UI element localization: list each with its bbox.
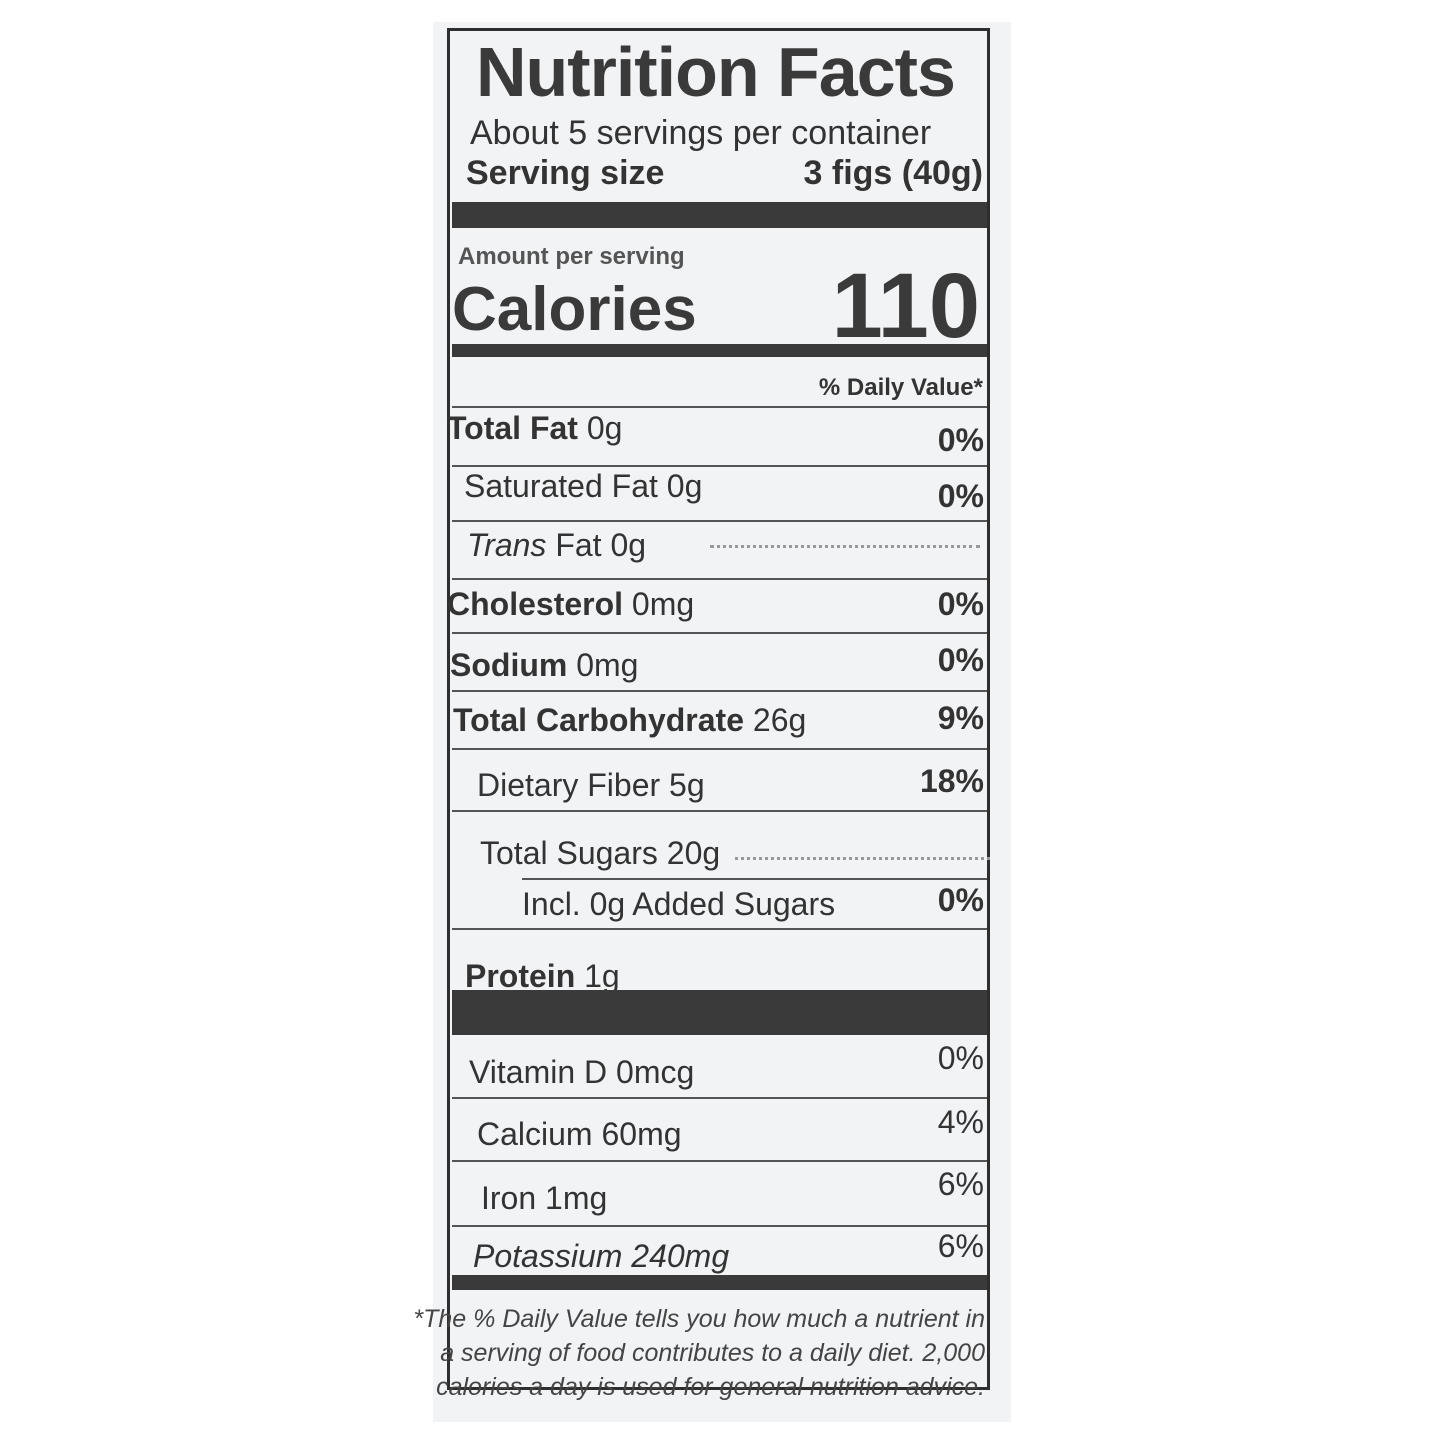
nutrient-row-saturated-fat: Saturated Fat 0g 0% xyxy=(447,466,984,514)
daily-value-header: % Daily Value* xyxy=(818,374,983,401)
vitamin-label: Iron 1mg xyxy=(481,1180,608,1216)
footnote-line: *The % Daily Value tells you how much a … xyxy=(413,1305,985,1333)
footnote: *The % Daily Value tells you how much a … xyxy=(413,1302,985,1404)
divider xyxy=(452,748,987,750)
nutrient-dv: 0% xyxy=(937,586,984,622)
calories-label: Calories xyxy=(452,275,697,344)
nutrient-row-added-sugars: Incl. 0g Added Sugars 0% xyxy=(447,882,984,924)
nutrient-label: Total Fat xyxy=(447,410,578,446)
divider xyxy=(452,465,987,467)
nutrient-amount: 0g xyxy=(586,410,623,446)
footnote-line: calories a day is used for general nutri… xyxy=(436,1373,985,1401)
nutrient-label: Sodium xyxy=(450,647,568,683)
vitamin-row-potassium: Potassium 240mg 6% xyxy=(447,1228,984,1276)
nutrient-row-sodium: Sodium 0mg 0% xyxy=(447,642,984,685)
divider xyxy=(452,690,987,692)
nutrient-row-trans-fat: Trans Fat 0g xyxy=(447,525,984,565)
nutrient-dv: 9% xyxy=(937,700,984,736)
divider xyxy=(452,1097,987,1099)
vitamin-row-iron: Iron 1mg 6% xyxy=(447,1166,984,1218)
nutrient-label: Total Sugars xyxy=(480,835,658,871)
nutrient-label: Incl. 0g Added Sugars xyxy=(522,886,836,922)
vitamin-dv: 4% xyxy=(937,1104,984,1140)
nutrient-label-rest: Fat xyxy=(555,527,602,563)
nutrient-amount: 0g xyxy=(610,527,647,563)
divider xyxy=(452,406,987,408)
nutrient-row-total-carbohydrate: Total Carbohydrate 26g 9% xyxy=(447,700,984,740)
label-background xyxy=(433,22,1011,1422)
divider xyxy=(522,878,987,880)
nutrient-label: Protein xyxy=(465,958,576,994)
divider xyxy=(452,1225,987,1227)
nutrient-row-cholesterol: Cholesterol 0mg 0% xyxy=(447,584,984,624)
medium-divider xyxy=(452,344,987,357)
nutrient-amount: 20g xyxy=(666,835,721,871)
nutrient-amount: 0mg xyxy=(576,647,639,683)
nutrient-label: Total Carbohydrate xyxy=(453,702,744,738)
nutrient-dv: 18% xyxy=(919,763,984,799)
divider xyxy=(452,632,987,634)
thick-divider xyxy=(452,202,987,228)
nutrient-row-total-fat: Total Fat 0g 0% xyxy=(447,408,984,458)
nutrient-dv: 0% xyxy=(937,642,984,678)
nutrient-row-dietary-fiber: Dietary Fiber 5g 18% xyxy=(447,763,984,805)
vitamin-dv: 6% xyxy=(937,1228,984,1264)
nutrient-label: Dietary Fiber xyxy=(477,767,661,803)
title: Nutrition Facts xyxy=(476,33,956,111)
vitamin-dv: 0% xyxy=(937,1040,984,1076)
nutrient-amount: 0mg xyxy=(631,586,695,622)
nutrient-row-total-sugars: Total Sugars 20g xyxy=(447,833,984,873)
divider xyxy=(452,578,987,580)
nutrient-label: Cholesterol xyxy=(447,586,624,622)
divider xyxy=(452,810,987,812)
nutrient-dv: 0% xyxy=(937,422,984,458)
vitamin-row-calcium: Calcium 60mg 4% xyxy=(447,1104,984,1154)
nutrient-label: Trans xyxy=(467,527,547,563)
dotted-leader xyxy=(710,545,980,548)
thick-divider xyxy=(452,990,987,1035)
nutrition-facts-border xyxy=(447,28,990,1390)
footnote-line: a serving of food contributes to a daily… xyxy=(440,1339,985,1367)
divider xyxy=(452,1160,987,1162)
serving-size-value: 3 figs (40g) xyxy=(803,154,983,192)
calories-value: 110 xyxy=(831,255,980,357)
serving-size-label: Serving size xyxy=(466,154,665,192)
nutrient-row-protein: Protein 1g xyxy=(447,956,984,996)
servings-per-container: About 5 servings per container xyxy=(470,114,932,152)
vitamin-label: Potassium 240mg xyxy=(473,1238,730,1274)
vitamin-dv: 6% xyxy=(937,1166,984,1202)
vitamin-label: Vitamin D 0mcg xyxy=(469,1054,695,1090)
nutrient-amount: 26g xyxy=(752,702,807,738)
divider xyxy=(452,520,987,522)
nutrient-amount: 5g xyxy=(669,767,705,803)
vitamin-row-vitamin-d: Vitamin D 0mcg 0% xyxy=(447,1040,984,1092)
amount-per-serving: Amount per serving xyxy=(458,243,685,270)
divider xyxy=(452,928,987,930)
medium-divider xyxy=(452,1275,987,1290)
nutrient-label: Saturated Fat xyxy=(464,468,658,504)
nutrient-amount: 1g xyxy=(584,958,620,994)
vitamin-label: Calcium 60mg xyxy=(477,1116,682,1152)
nutrient-dv: 0% xyxy=(937,882,984,918)
nutrient-amount: 0g xyxy=(666,468,703,504)
nutrient-dv: 0% xyxy=(937,478,984,514)
dotted-leader xyxy=(735,857,990,860)
